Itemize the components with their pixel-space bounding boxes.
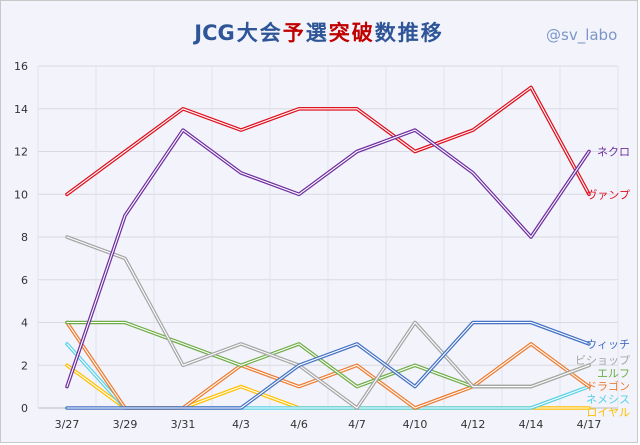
title-segment: 破 (352, 21, 373, 45)
title-segment: 推 (398, 21, 419, 45)
x-tick-label: 3/27 (55, 418, 80, 431)
series-lines (65, 85, 591, 410)
y-tick-label: 8 (21, 231, 28, 244)
series-line (65, 85, 591, 197)
axes: 0 2 4 6 8 10 12 14 16 3/27 3/29 3/31 4/3 4/6 4/7 4/10 4/… (14, 60, 601, 431)
series-end-label: ロイヤル (586, 406, 630, 419)
chart-title: JCG大会予選突破数推移 (192, 21, 441, 45)
series-line-inner (66, 86, 590, 195)
series-line (65, 235, 591, 410)
series-end-label: ネメシス (586, 393, 630, 406)
title-segment: 突 (329, 21, 350, 45)
series-end-label: ドラゴン (586, 379, 630, 393)
y-tick-label: 0 (21, 402, 28, 415)
title-segment: 選 (306, 21, 327, 45)
title-segment: JCG (192, 21, 234, 45)
watermark: @sv_labo (546, 26, 617, 45)
x-tick-label: 3/31 (171, 418, 196, 431)
x-tick-label: 4/7 (348, 418, 366, 431)
y-tick-label: 12 (14, 146, 28, 159)
series-end-label: エルフ (597, 367, 630, 380)
x-tick-label: 3/29 (113, 418, 138, 431)
x-tick-label: 4/12 (461, 418, 486, 431)
series-line (65, 128, 591, 389)
x-tick-label: 4/3 (232, 418, 250, 431)
title-segment: 予 (283, 21, 304, 45)
title-segment: 会 (260, 21, 281, 45)
y-tick-label: 16 (14, 60, 28, 73)
y-tick-label: 10 (14, 188, 28, 201)
series-line-inner (66, 321, 590, 409)
series-line-inner (66, 236, 590, 409)
series-end-label: ビショップ (575, 354, 630, 367)
x-tick-label: 4/6 (290, 418, 308, 431)
series-end-label: ネクロ (597, 146, 630, 159)
title-segment: 数 (375, 21, 397, 45)
x-tick-label: 4/17 (577, 418, 602, 431)
series-end-label: ウィッチ (586, 338, 630, 351)
title-segment: 移 (421, 21, 442, 45)
y-tick-label: 14 (14, 103, 28, 116)
series-end-label: ヴァンプ (586, 187, 630, 201)
series-line-inner (66, 129, 590, 388)
series-line (65, 320, 591, 410)
y-tick-label: 6 (21, 274, 28, 287)
x-tick-label: 4/10 (403, 418, 428, 431)
x-tick-label: 4/14 (519, 418, 544, 431)
y-tick-label: 4 (21, 317, 28, 330)
y-tick-label: 2 (21, 359, 28, 372)
title-segment: 大 (237, 21, 258, 45)
